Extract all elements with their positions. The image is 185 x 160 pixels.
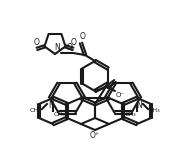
Text: O: O [66,43,72,52]
Text: N: N [54,43,60,52]
Text: O: O [70,38,76,47]
Text: CH₃: CH₃ [149,108,161,112]
Text: O: O [34,38,40,47]
Text: CH₃: CH₃ [54,112,66,117]
Text: O⁻: O⁻ [116,92,125,98]
Text: O: O [80,32,86,41]
Text: CH₃: CH₃ [29,108,41,112]
Text: N: N [48,101,54,110]
Text: CH₃: CH₃ [124,112,136,117]
Text: O⁺: O⁺ [90,131,100,140]
Text: N: N [136,101,142,110]
